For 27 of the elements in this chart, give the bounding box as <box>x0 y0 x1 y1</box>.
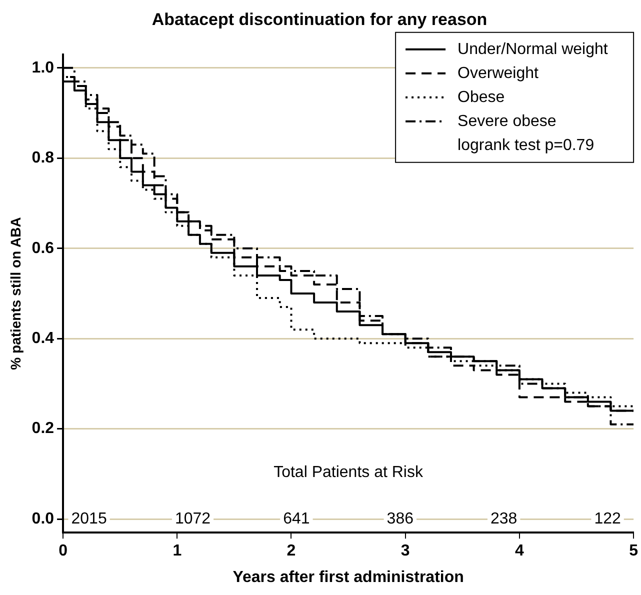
y-tick-label: 0.6 <box>32 240 54 257</box>
x-tick-label: 2 <box>286 542 296 560</box>
y-tick-label: 0.2 <box>32 420 54 438</box>
legend-label: Obese <box>458 88 505 106</box>
chart-title: Abatacept discontinuation for any reason <box>152 10 488 29</box>
x-tick-label: 1 <box>172 542 182 560</box>
y-tick-label: 0.4 <box>32 330 54 348</box>
legend-label: Severe obese <box>458 112 556 130</box>
y-tick-label: 0.8 <box>32 150 54 167</box>
annotation: Total Patients at Risk <box>274 464 424 482</box>
y-tick-label: 1.0 <box>32 59 54 76</box>
x-tick-label: 3 <box>400 542 410 560</box>
x-tick-label: 5 <box>629 542 638 560</box>
annotation: logrank test p=0.79 <box>458 136 594 154</box>
annotation: 1072 <box>174 510 211 528</box>
annotation: 122 <box>594 510 621 528</box>
legend-label: Overweight <box>458 64 540 82</box>
legend-label: Under/Normal weight <box>458 40 608 58</box>
x-axis-title: Years after first administration <box>232 568 464 586</box>
annotation: 386 <box>386 510 414 528</box>
y-tick-label: 0.0 <box>32 510 54 528</box>
y-axis-title: % patients still on ABA <box>7 217 24 370</box>
annotation: 641 <box>283 510 310 528</box>
x-tick-label: 4 <box>514 542 524 560</box>
x-tick-label: 0 <box>58 542 68 560</box>
annotation: 238 <box>490 510 518 528</box>
annotation: 2015 <box>71 510 107 528</box>
